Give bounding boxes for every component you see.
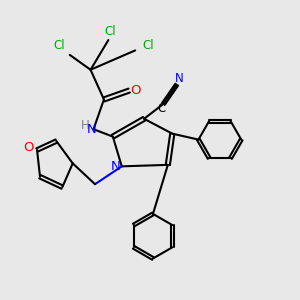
Text: Cl: Cl xyxy=(104,25,116,38)
Text: Cl: Cl xyxy=(53,40,65,52)
Text: O: O xyxy=(130,84,141,97)
Text: C: C xyxy=(158,102,166,115)
Text: H: H xyxy=(81,119,90,132)
Text: O: O xyxy=(23,141,34,154)
Text: N: N xyxy=(110,160,120,173)
Text: N: N xyxy=(175,72,184,85)
Text: Cl: Cl xyxy=(143,40,154,52)
Text: N: N xyxy=(87,123,97,136)
